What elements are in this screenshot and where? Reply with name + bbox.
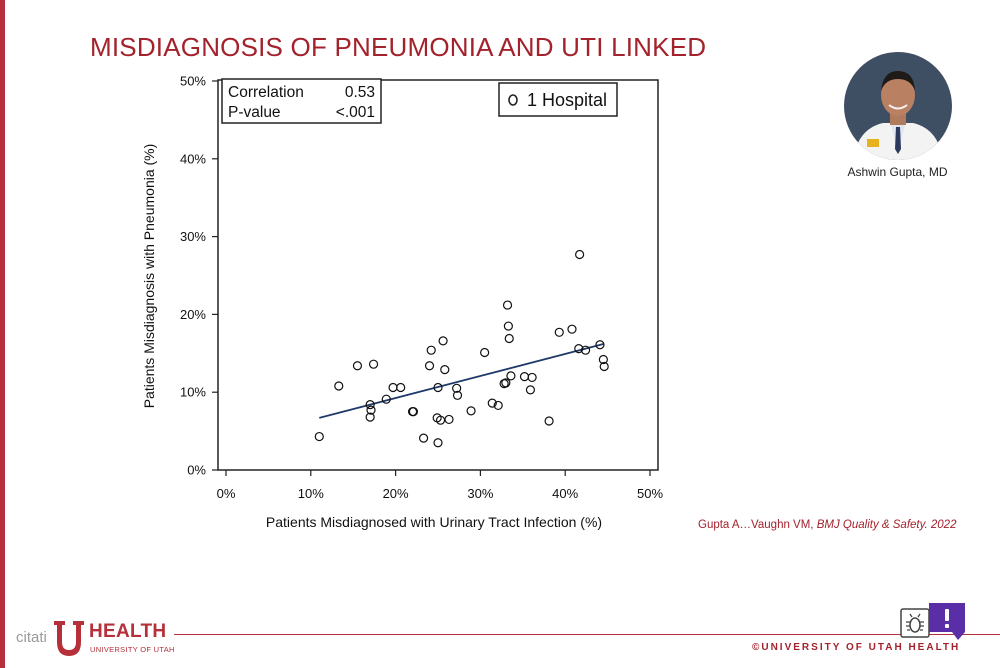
- data-point: [501, 378, 511, 388]
- legend-marker-icon: [508, 94, 518, 106]
- citation-watermark: citati: [16, 629, 47, 646]
- correlation-value: 0.53: [345, 84, 375, 101]
- data-point: [433, 382, 443, 393]
- y-axis-label: Patients Misdiagnosis with Pneumonia (%): [141, 144, 157, 409]
- y-tick-label: 20%: [180, 307, 206, 322]
- citation-journal: BMJ Quality & Safety. 2022: [816, 519, 957, 531]
- bug-report-icon[interactable]: [900, 608, 930, 640]
- data-point: [365, 412, 375, 422]
- data-point: [452, 390, 463, 400]
- data-point: [334, 381, 344, 391]
- x-tick-label: 10%: [298, 486, 324, 501]
- logo-subtext: UNIVERSITY OF UTAH: [90, 645, 175, 654]
- y-tick-label: 0%: [187, 463, 206, 478]
- footer-divider: [174, 634, 1000, 635]
- data-point: [580, 345, 591, 355]
- data-point: [396, 382, 406, 393]
- legend: 1 Hospital: [498, 82, 618, 117]
- data-point: [599, 361, 609, 372]
- data-point: [438, 336, 448, 346]
- x-tick-label: 20%: [383, 486, 409, 501]
- feedback-icon[interactable]: [928, 602, 966, 642]
- data-point: [480, 347, 490, 358]
- data-point: [314, 431, 324, 442]
- y-tick-label: 40%: [180, 151, 206, 166]
- data-point: [527, 372, 537, 383]
- data-point: [352, 361, 363, 371]
- data-point: [433, 438, 443, 448]
- y-tick-label: 50%: [180, 74, 206, 89]
- data-point: [503, 321, 513, 331]
- data-point: [554, 327, 564, 337]
- data-point: [544, 416, 554, 426]
- data-point: [504, 333, 514, 344]
- stats-box: Correlation 0.53 P-value <.001: [221, 78, 382, 124]
- data-point: [381, 394, 391, 404]
- data-point: [574, 344, 584, 354]
- data-point: [493, 400, 503, 411]
- data-point: [426, 345, 436, 355]
- x-tick-label: 50%: [637, 486, 663, 501]
- x-tick-label: 40%: [552, 486, 578, 501]
- x-tick-label: 30%: [467, 486, 493, 501]
- data-point: [444, 414, 454, 425]
- data-point: [567, 324, 577, 334]
- data-point: [575, 249, 585, 260]
- data-point: [452, 383, 462, 393]
- university-logo-icon: [54, 621, 84, 656]
- toolbar-icons: [900, 602, 970, 642]
- plot-frame: [217, 79, 659, 471]
- university-logo: HEALTH UNIVERSITY OF UTAH: [52, 620, 174, 660]
- data-point: [502, 300, 513, 310]
- data-point: [408, 407, 419, 417]
- data-point: [466, 406, 476, 416]
- x-axis-label: Patients Misdiagnosed with Urinary Tract…: [266, 514, 602, 530]
- pvalue-label: P-value: [228, 104, 281, 121]
- data-point: [440, 365, 450, 375]
- data-point: [525, 385, 536, 395]
- presenter-photo-icon: [844, 52, 952, 160]
- pvalue-value: <.001: [336, 104, 375, 121]
- data-point: [506, 371, 516, 381]
- copyright: ©UNIVERSITY OF UTAH HEALTH: [752, 642, 961, 653]
- legend-entry: 1 Hospital: [527, 90, 607, 110]
- data-point: [487, 398, 497, 408]
- x-tick-label: 0%: [217, 486, 236, 501]
- presenter-name: Ashwin Gupta, MD: [847, 165, 948, 179]
- data-point: [365, 400, 375, 410]
- data-point: [595, 340, 605, 350]
- logo-text: HEALTH: [89, 621, 167, 642]
- correlation-label: Correlation: [228, 84, 304, 101]
- y-tick-label: 10%: [180, 385, 206, 400]
- citation-authors: Gupta A…Vaughn VM,: [698, 519, 817, 531]
- data-point: [424, 361, 435, 371]
- slide-title: MISDIAGNOSIS OF PNEUMONIA AND UTI LINKED: [90, 32, 707, 62]
- data-point: [418, 433, 429, 443]
- data-point: [598, 354, 608, 365]
- data-point: [368, 359, 379, 369]
- left-accent-bar: [0, 0, 5, 668]
- citation: Gupta A…Vaughn VM, BMJ Quality & Safety.…: [698, 519, 956, 531]
- data-point: [366, 405, 376, 415]
- y-tick-label: 30%: [180, 229, 206, 244]
